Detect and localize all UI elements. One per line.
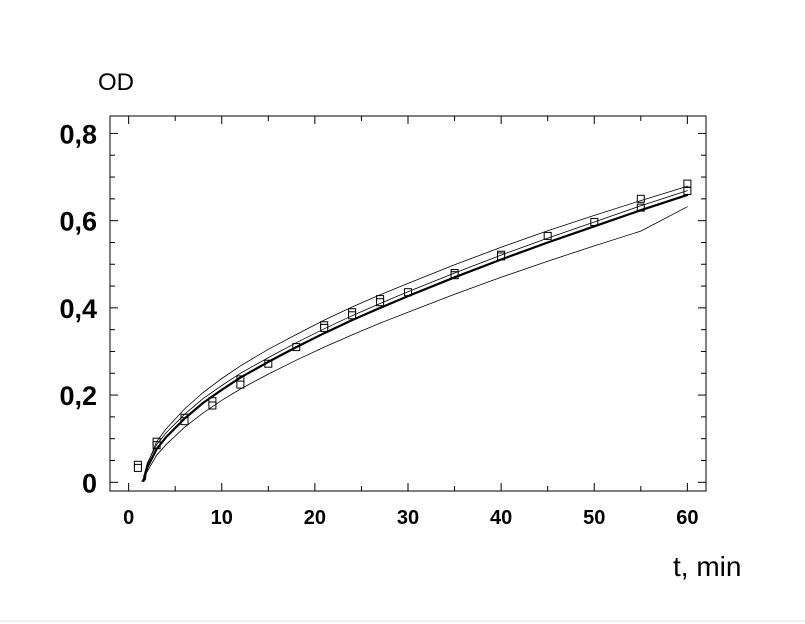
y-tick-label: 0,2 <box>59 381 97 411</box>
y-tick-label: 0 <box>82 468 97 498</box>
plot-area <box>133 179 692 483</box>
y-tick-label: 0,8 <box>59 119 97 149</box>
data-point <box>236 380 245 389</box>
data-point <box>320 323 329 332</box>
series-layer <box>133 179 692 483</box>
x-tick-label: 40 <box>490 507 512 529</box>
ticks-layer <box>110 116 706 491</box>
y-axis-label: OD <box>98 69 134 96</box>
x-tick-label: 10 <box>211 507 233 529</box>
tick-labels-layer: 0 10 20 30 40 50 60 0 0,2 0,4 0,6 0,8 <box>59 119 698 529</box>
data-point <box>636 194 645 203</box>
x-tick-label: 0 <box>123 507 134 529</box>
x-axis-label: t, min <box>673 551 741 582</box>
x-tick-label: 20 <box>304 507 326 529</box>
x-tick-label: 30 <box>397 507 419 529</box>
series-line-1 <box>142 193 689 483</box>
series-line-4 <box>141 206 688 482</box>
series-line-2 <box>143 190 688 478</box>
x-tick-label: 60 <box>676 507 698 529</box>
data-point <box>543 231 552 240</box>
series-line-3 <box>144 185 688 481</box>
y-tick-label: 0,6 <box>59 207 97 237</box>
data-point <box>133 463 142 472</box>
y-tick-label: 0,4 <box>59 294 97 324</box>
x-tick-label: 50 <box>583 507 605 529</box>
data-point <box>208 401 217 410</box>
